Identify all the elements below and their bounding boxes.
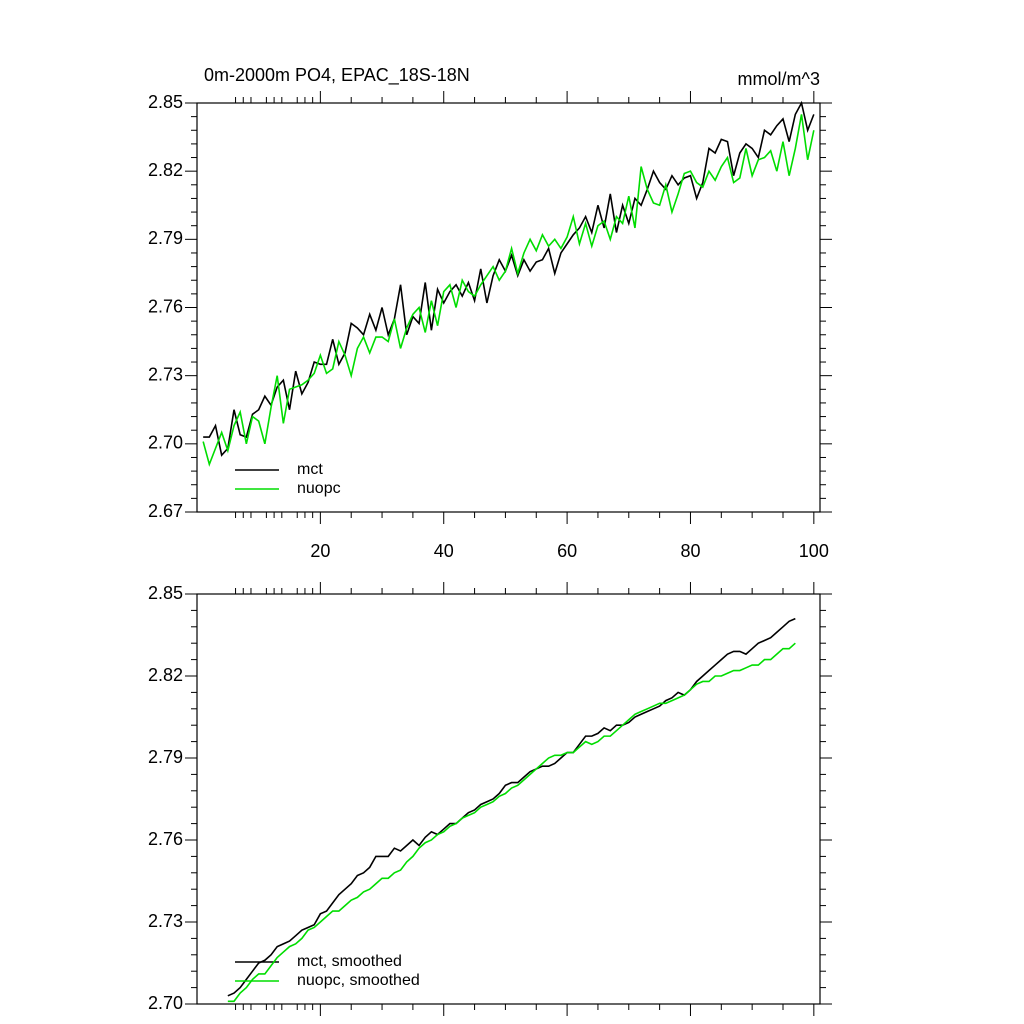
y-tick-label: 2.76	[148, 296, 183, 316]
x-tick-label: 80	[680, 541, 700, 561]
y-tick-label: 2.85	[148, 92, 183, 112]
plot-frame	[196, 593, 821, 1005]
y-tick-label: 2.79	[148, 228, 183, 248]
y-tick-label: 2.67	[148, 501, 183, 521]
units-label: mmol/m^3	[738, 69, 820, 89]
y-tick-label: 2.73	[148, 911, 183, 931]
series-line	[202, 114, 815, 467]
series-line	[227, 642, 796, 1003]
legend-label: mct, smoothed	[297, 953, 402, 970]
x-tick-label: 100	[799, 541, 829, 561]
y-tick-label: 2.85	[148, 583, 183, 603]
y-tick-label: 2.82	[148, 160, 183, 180]
x-tick-label: 60	[557, 541, 577, 561]
y-tick-label: 2.76	[148, 829, 183, 849]
y-tick-label: 2.73	[148, 364, 183, 384]
chart-title: 0m-2000m PO4, EPAC_18S-18N	[204, 65, 470, 86]
x-tick-label: 20	[310, 541, 330, 561]
legend-label: nuopc	[297, 480, 341, 497]
y-tick-label: 2.79	[148, 747, 183, 767]
y-tick-label: 2.70	[148, 993, 183, 1013]
y-tick-label: 2.82	[148, 665, 183, 685]
legend-label: nuopc, smoothed	[297, 972, 420, 989]
plot-frame	[196, 102, 821, 513]
legend-label: mct	[297, 461, 323, 478]
series-line	[203, 100, 815, 457]
x-tick-label: 40	[434, 541, 454, 561]
y-tick-label: 2.70	[148, 433, 183, 453]
series-line	[227, 617, 796, 997]
